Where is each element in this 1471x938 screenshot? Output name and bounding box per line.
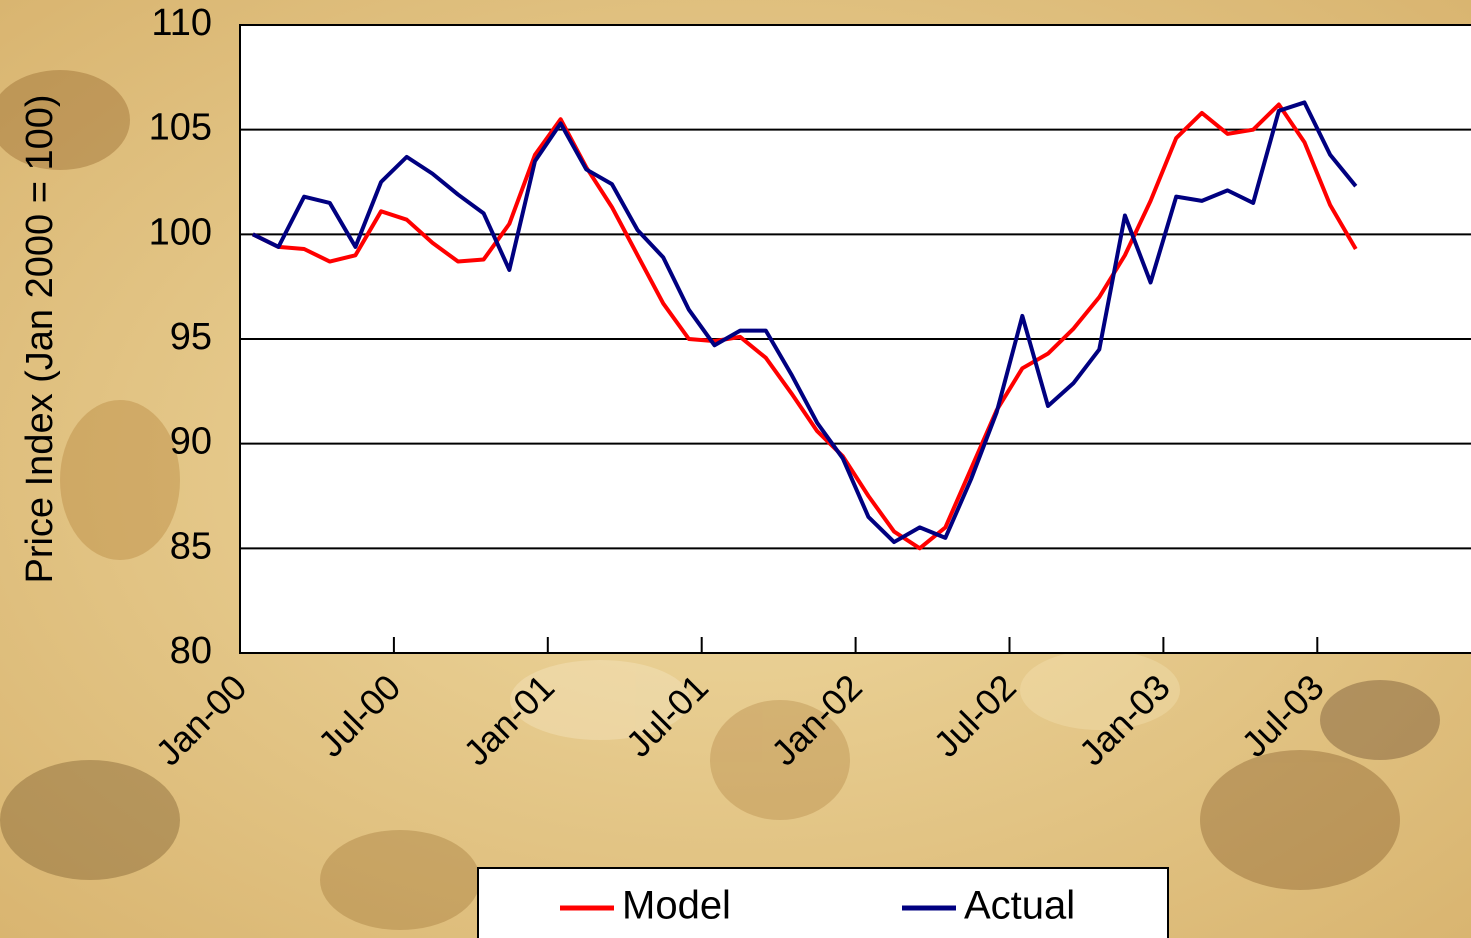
legend-label: Model bbox=[622, 884, 731, 928]
series-line bbox=[251, 100, 1358, 545]
background-texture bbox=[0, 70, 1440, 930]
legend-label: Actual bbox=[964, 884, 1075, 928]
y-tick-label: 110 bbox=[151, 2, 212, 44]
y-tick-label: 105 bbox=[149, 107, 212, 149]
y-tick-label: 100 bbox=[149, 211, 212, 253]
y-tick-label: 95 bbox=[170, 316, 212, 358]
y-tick-label: 80 bbox=[170, 630, 212, 672]
y-axis-label: Price Index (Jan 2000 = 100) bbox=[19, 94, 61, 583]
y-tick-label: 90 bbox=[170, 421, 212, 463]
series-line bbox=[251, 102, 1358, 551]
legend bbox=[477, 867, 1169, 938]
y-tick-label: 85 bbox=[170, 525, 212, 567]
